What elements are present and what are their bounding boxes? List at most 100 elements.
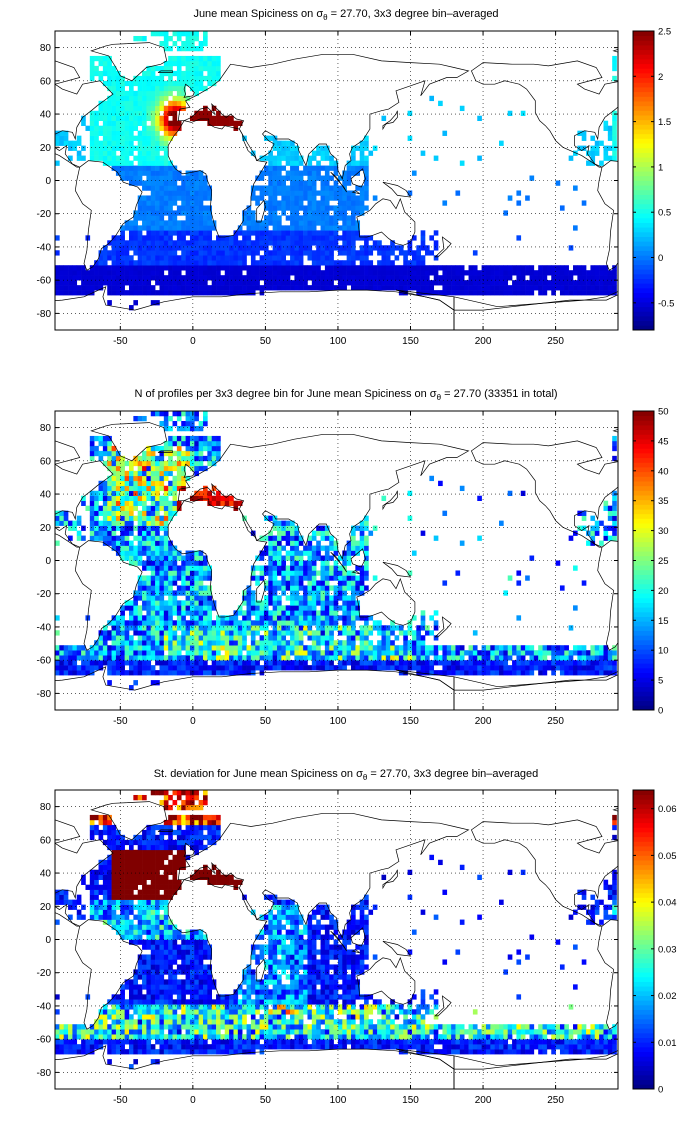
colorbar-segment <box>633 59 654 64</box>
heatmap-cell <box>133 605 138 610</box>
heatmap-cell <box>351 625 356 630</box>
heatmap-cell <box>107 451 112 456</box>
heatmap-cell <box>294 561 299 566</box>
heatmap-cell <box>55 516 60 521</box>
y-tick-label: 80 <box>40 423 52 434</box>
heatmap-cell <box>186 190 191 195</box>
heatmap-cell <box>381 245 386 250</box>
heatmap-cell <box>168 66 173 71</box>
heatmap-cell <box>321 200 326 205</box>
heatmap-cell <box>312 171 317 176</box>
heatmap-cell <box>199 285 204 290</box>
heatmap-cell <box>146 240 151 245</box>
colorbar-segment <box>633 260 654 265</box>
heatmap-cell <box>264 285 269 290</box>
heatmap-cell <box>133 136 138 141</box>
colorbar-segment <box>633 232 654 237</box>
heatmap-cell <box>416 270 421 275</box>
heatmap-cell <box>99 486 104 491</box>
heatmap-cell <box>556 561 561 566</box>
heatmap-cell <box>294 151 299 156</box>
heatmap-cell <box>264 551 269 556</box>
heatmap-cell <box>364 585 369 590</box>
heatmap-cell <box>277 185 282 190</box>
heatmap-cell <box>255 250 260 255</box>
heatmap-cell <box>290 265 295 270</box>
heatmap-cell <box>294 630 299 635</box>
heatmap-cell <box>199 491 204 496</box>
heatmap-cell <box>577 670 582 675</box>
heatmap-cell <box>203 181 208 186</box>
heatmap-cell <box>107 516 112 521</box>
heatmap-cell <box>129 260 134 265</box>
heatmap-cell <box>199 595 204 600</box>
heatmap-cell <box>299 171 304 176</box>
heatmap-cell <box>560 265 565 270</box>
heatmap-cell <box>242 210 247 215</box>
heatmap-cell <box>451 265 456 270</box>
heatmap-cell <box>543 655 548 660</box>
heatmap-cell <box>299 595 304 600</box>
heatmap-cell <box>233 240 238 245</box>
heatmap-cell <box>329 595 334 600</box>
heatmap-cell <box>146 546 151 551</box>
heatmap-cell <box>120 521 125 526</box>
heatmap-cell <box>151 31 156 36</box>
heatmap-cell <box>168 106 173 111</box>
heatmap-cell <box>281 270 286 275</box>
heatmap-cell <box>321 235 326 240</box>
heatmap-cell <box>225 260 230 265</box>
heatmap-cell <box>216 650 221 655</box>
heatmap-cell <box>133 416 138 421</box>
heatmap-cell <box>503 265 508 270</box>
heatmap-cell <box>412 265 417 270</box>
heatmap-cell <box>569 270 574 275</box>
heatmap-cell <box>469 670 474 675</box>
heatmap-cell <box>155 615 160 620</box>
heatmap-cell <box>547 650 552 655</box>
heatmap-cell <box>142 220 147 225</box>
heatmap-cell <box>499 265 504 270</box>
heatmap-cell <box>247 215 252 220</box>
heatmap-cell <box>81 526 86 531</box>
heatmap-cell <box>203 250 208 255</box>
heatmap-cell <box>281 556 286 561</box>
heatmap-cell <box>146 280 151 285</box>
heatmap-cell <box>203 561 208 566</box>
heatmap-cell <box>512 290 517 295</box>
heatmap-cell <box>469 280 474 285</box>
heatmap-cell <box>586 290 591 295</box>
heatmap-cell <box>164 181 169 186</box>
heatmap-cell <box>216 275 221 280</box>
heatmap-cell <box>307 575 312 580</box>
heatmap-cell <box>190 615 195 620</box>
heatmap-cell <box>177 106 182 111</box>
heatmap-cell <box>229 245 234 250</box>
heatmap-cell <box>129 220 134 225</box>
heatmap-cell <box>129 91 134 96</box>
heatmap-cell <box>347 245 352 250</box>
heatmap-cell <box>151 536 156 541</box>
heatmap-cell <box>312 195 317 200</box>
heatmap-cell <box>281 546 286 551</box>
heatmap-cell <box>273 240 278 245</box>
heatmap-cell <box>381 650 386 655</box>
heatmap-cell <box>155 620 160 625</box>
heatmap-cell <box>181 71 186 76</box>
heatmap-cell <box>99 151 104 156</box>
panel-profile-count: N of profiles per 3x3 degree bin for Jun… <box>0 388 696 727</box>
heatmap-cell <box>312 600 317 605</box>
heatmap-cell <box>316 215 321 220</box>
heatmap-cell <box>220 245 225 250</box>
heatmap-cell <box>508 270 513 275</box>
heatmap-cell <box>290 205 295 210</box>
heatmap-cell <box>408 650 413 655</box>
heatmap-cell <box>347 595 352 600</box>
heatmap-cell <box>133 91 138 96</box>
heatmap-cell <box>168 471 173 476</box>
heatmap-cell <box>286 141 291 146</box>
heatmap-cell <box>164 531 169 536</box>
heatmap-cell <box>425 245 430 250</box>
heatmap-cell <box>377 280 382 285</box>
heatmap-cell <box>260 615 265 620</box>
